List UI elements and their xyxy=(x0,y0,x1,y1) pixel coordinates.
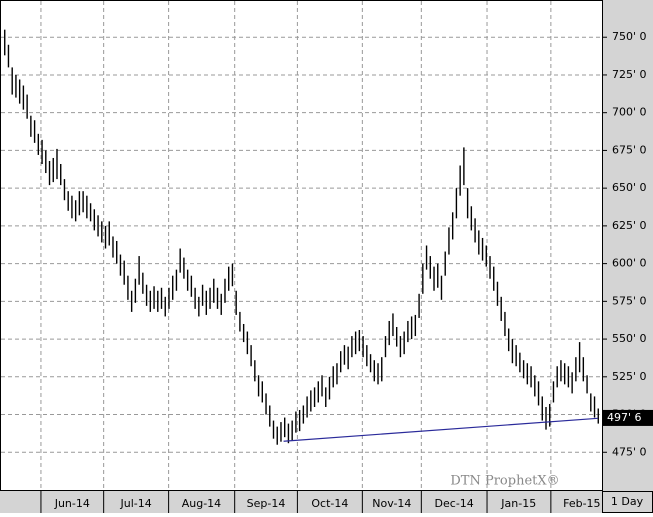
x-tick-label: Jul-14 xyxy=(120,497,152,510)
x-tick-label: Dec-14 xyxy=(435,497,474,510)
interval: 1 Day xyxy=(611,495,644,508)
x-tick-label: Feb-15 xyxy=(563,497,600,510)
y-tick-label: 700' 0 xyxy=(612,106,647,119)
y-tick-label: 600' 0 xyxy=(612,257,647,270)
x-tick-label: Aug-14 xyxy=(182,497,221,510)
y-tick-label: 750' 0 xyxy=(612,30,647,43)
y-tick-label: 525' 0 xyxy=(612,370,647,383)
y-tick-label: 575' 0 xyxy=(612,294,647,307)
x-tick-label: Sep-14 xyxy=(247,497,286,510)
x-tick-label: Nov-14 xyxy=(372,497,411,510)
y-tick-label: 550' 0 xyxy=(612,332,647,345)
plot-area xyxy=(0,0,603,491)
y-tick-label: 725' 0 xyxy=(612,68,647,81)
last-price-box xyxy=(603,409,653,426)
watermark: DTN ProphetX® xyxy=(450,474,559,489)
y-tick-label: 475' 0 xyxy=(612,445,647,458)
last-price-label: 497' 6 xyxy=(607,411,642,424)
x-tick-label: Jun-14 xyxy=(54,497,90,510)
y-tick-label: 650' 0 xyxy=(612,181,647,194)
x-tick-label: Jan-15 xyxy=(500,497,536,510)
x-tick-label: Oct-14 xyxy=(311,497,348,510)
trendline xyxy=(283,417,598,442)
y-tick-label: 675' 0 xyxy=(612,143,647,156)
y-tick-label: 625' 0 xyxy=(612,219,647,232)
